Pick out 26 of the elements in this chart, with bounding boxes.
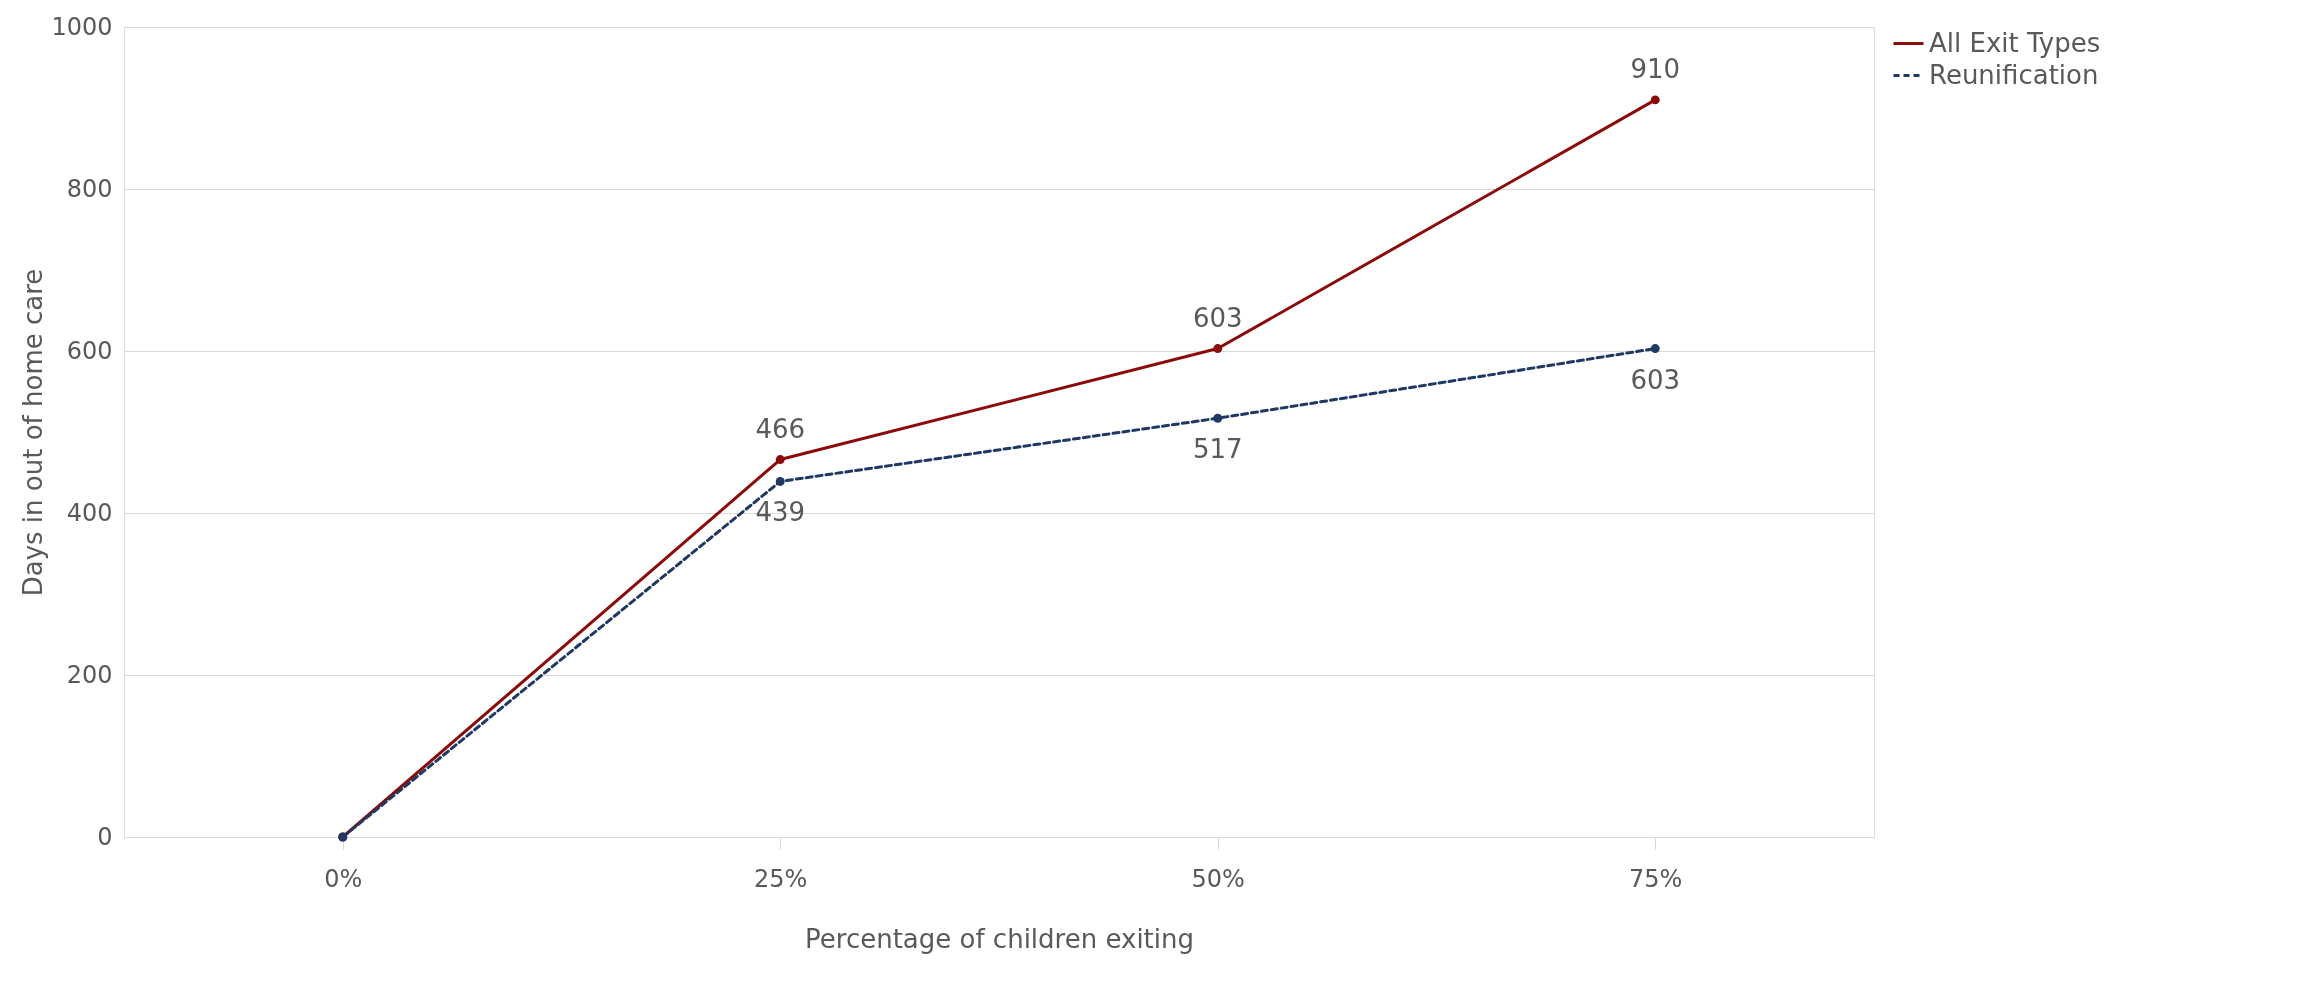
x-tick-label: 50% bbox=[1191, 864, 1245, 893]
x-tick-label: 25% bbox=[754, 864, 808, 893]
y-tick-label: 800 bbox=[66, 174, 113, 203]
point bbox=[1213, 344, 1223, 354]
point bbox=[1650, 95, 1660, 105]
data-label: 603 bbox=[1630, 364, 1681, 395]
y-axis-title: Days in out of home care bbox=[18, 268, 49, 597]
legend-label: Reunification bbox=[1929, 59, 2099, 90]
data-label: 439 bbox=[755, 497, 806, 528]
x-axis-title: Percentage of children exiting bbox=[805, 923, 1194, 954]
y-tick-label: 1000 bbox=[51, 12, 113, 41]
data-label: 603 bbox=[1192, 302, 1243, 333]
x-tick-label: 75% bbox=[1629, 864, 1683, 893]
data-label: 466 bbox=[755, 413, 806, 444]
data-label: 517 bbox=[1192, 434, 1243, 465]
data-label: 910 bbox=[1630, 53, 1681, 84]
y-tick-label: 400 bbox=[66, 498, 113, 527]
y-tick-label: 200 bbox=[66, 660, 113, 689]
y-tick-label: 0 bbox=[97, 822, 113, 851]
point bbox=[1650, 344, 1660, 354]
point bbox=[775, 476, 785, 486]
y-tick-label: 600 bbox=[66, 336, 113, 365]
x-tick-label: 0% bbox=[324, 864, 363, 893]
legend-label: All Exit Types bbox=[1929, 27, 2101, 58]
point bbox=[775, 455, 785, 464]
point bbox=[1213, 413, 1223, 423]
